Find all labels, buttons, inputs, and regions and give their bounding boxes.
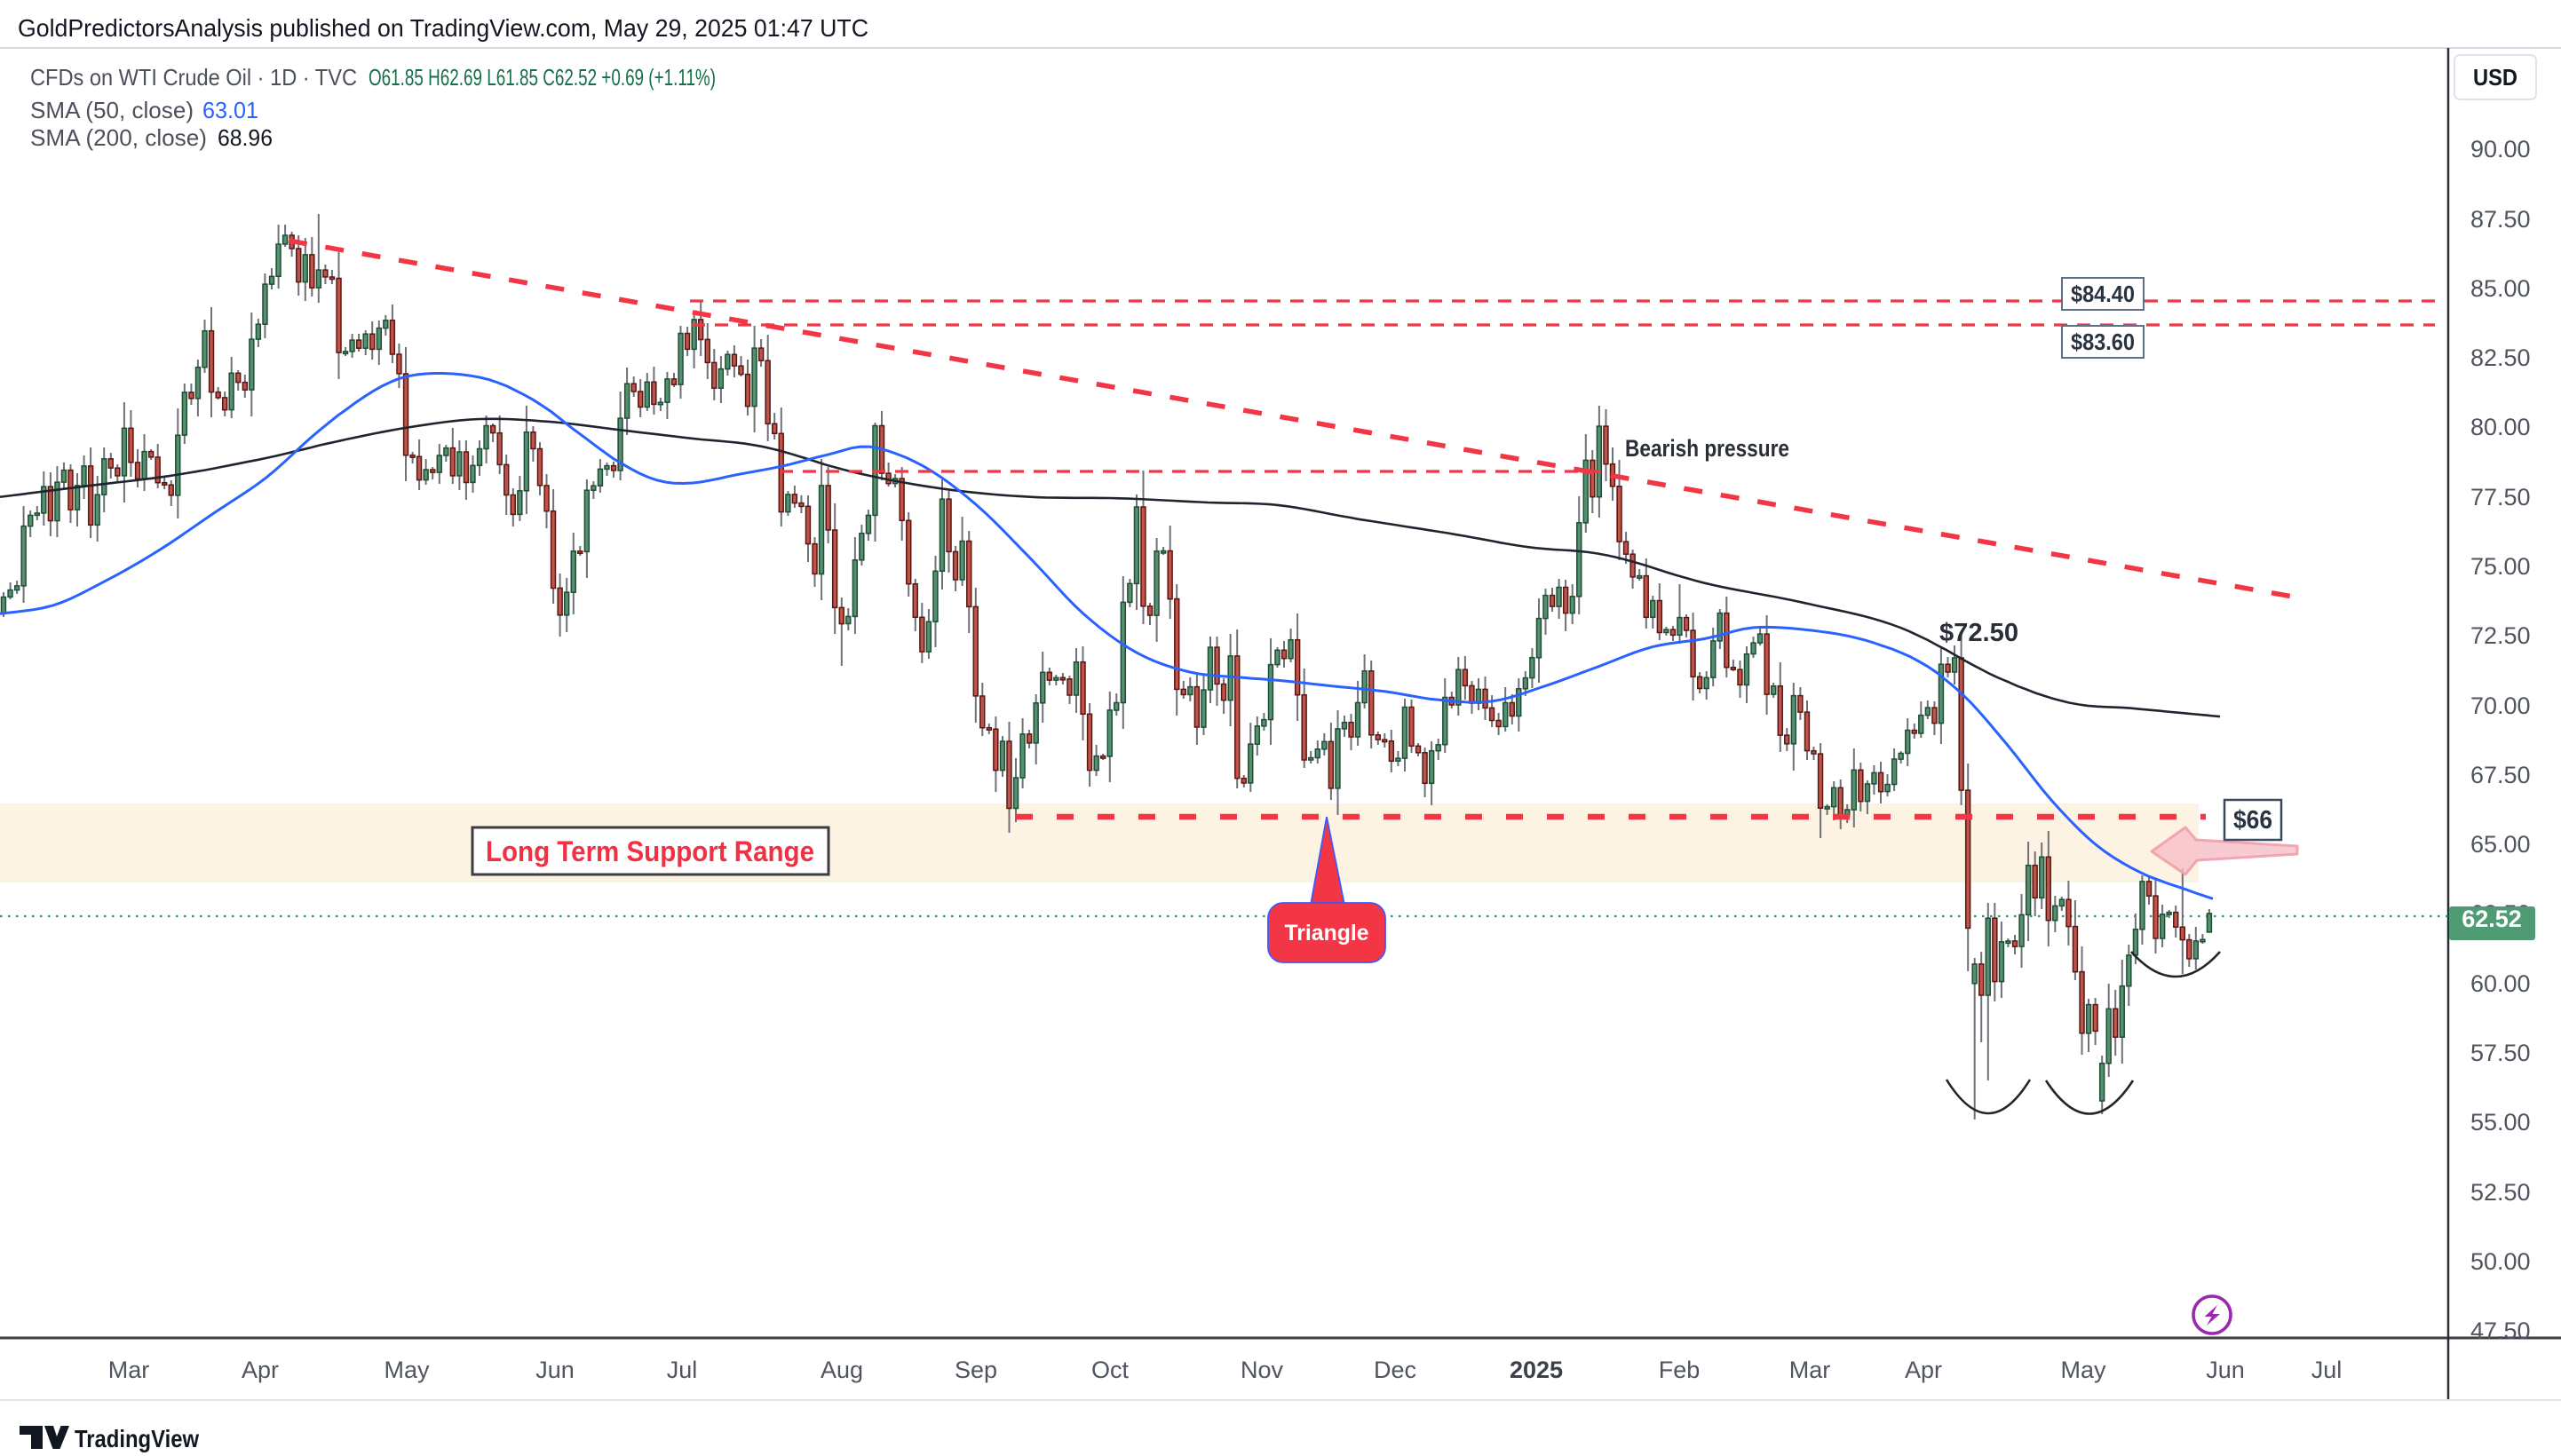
- svg-text:Bearish pressure: Bearish pressure: [1625, 435, 1789, 462]
- svg-text:75.00: 75.00: [2470, 553, 2531, 580]
- svg-text:60.00: 60.00: [2470, 970, 2531, 997]
- svg-text:O61.85 H62.69 L61.85 C62.52: O61.85 H62.69 L61.85 C62.52 +0.69 (+1.11…: [369, 64, 716, 91]
- svg-text:55.00: 55.00: [2470, 1109, 2531, 1136]
- svg-text:77.50: 77.50: [2470, 484, 2531, 510]
- svg-text:80.00: 80.00: [2470, 414, 2531, 440]
- svg-text:Aug: Aug: [821, 1357, 863, 1383]
- svg-text:Triangle: Triangle: [1285, 921, 1369, 946]
- svg-text:67.50: 67.50: [2470, 762, 2531, 788]
- svg-text:65.00: 65.00: [2470, 831, 2531, 858]
- svg-text:Nov: Nov: [1241, 1357, 1284, 1383]
- svg-text:70.00: 70.00: [2470, 692, 2531, 719]
- svg-text:SMA (200, close): SMA (200, close): [30, 124, 207, 151]
- svg-text:52.50: 52.50: [2470, 1179, 2531, 1206]
- svg-text:$84.40: $84.40: [2071, 281, 2135, 307]
- svg-text:Sep: Sep: [955, 1357, 997, 1383]
- svg-text:$83.60: $83.60: [2071, 328, 2135, 355]
- svg-text:USD: USD: [2473, 64, 2517, 91]
- svg-text:Apr: Apr: [242, 1357, 279, 1383]
- svg-text:Jul: Jul: [2311, 1357, 2343, 1383]
- svg-text:Long Term Support Range: Long Term Support Range: [486, 835, 814, 867]
- svg-text:82.50: 82.50: [2470, 344, 2531, 371]
- svg-text:Jun: Jun: [535, 1357, 575, 1383]
- svg-text:90.00: 90.00: [2470, 136, 2531, 162]
- svg-text:63.01: 63.01: [202, 97, 258, 123]
- svg-text:$66: $66: [2233, 806, 2272, 835]
- svg-text:Mar: Mar: [1789, 1357, 1831, 1383]
- svg-text:CFDs on WTI Crude Oil · 1D · T: CFDs on WTI Crude Oil · 1D · TVC: [30, 64, 357, 91]
- svg-text:68.96: 68.96: [218, 124, 273, 151]
- svg-text:Dec: Dec: [1374, 1357, 1416, 1383]
- svg-text:Apr: Apr: [1905, 1357, 1942, 1383]
- svg-text:SMA (50, close): SMA (50, close): [30, 97, 194, 123]
- svg-text:57.50: 57.50: [2470, 1040, 2531, 1066]
- svg-text:Mar: Mar: [108, 1357, 150, 1383]
- svg-text:50.00: 50.00: [2470, 1248, 2531, 1275]
- svg-text:2025: 2025: [1510, 1357, 1563, 1383]
- svg-text:$72.50: $72.50: [1939, 619, 2018, 647]
- svg-text:Jul: Jul: [667, 1357, 698, 1383]
- svg-text:85.00: 85.00: [2470, 275, 2531, 302]
- svg-text:62.52: 62.52: [2462, 906, 2522, 932]
- svg-text:GoldPredictorsAnalysis publish: GoldPredictorsAnalysis published on Trad…: [18, 14, 868, 42]
- svg-text:May: May: [2060, 1357, 2106, 1383]
- svg-text:Jun: Jun: [2206, 1357, 2245, 1383]
- svg-text:May: May: [384, 1357, 430, 1383]
- svg-text:87.50: 87.50: [2470, 206, 2531, 233]
- svg-text:Oct: Oct: [1091, 1357, 1130, 1383]
- svg-text:72.50: 72.50: [2470, 622, 2531, 649]
- svg-text:TradingView: TradingView: [75, 1425, 199, 1452]
- svg-text:47.50: 47.50: [2470, 1318, 2531, 1344]
- svg-text:Feb: Feb: [1659, 1357, 1701, 1383]
